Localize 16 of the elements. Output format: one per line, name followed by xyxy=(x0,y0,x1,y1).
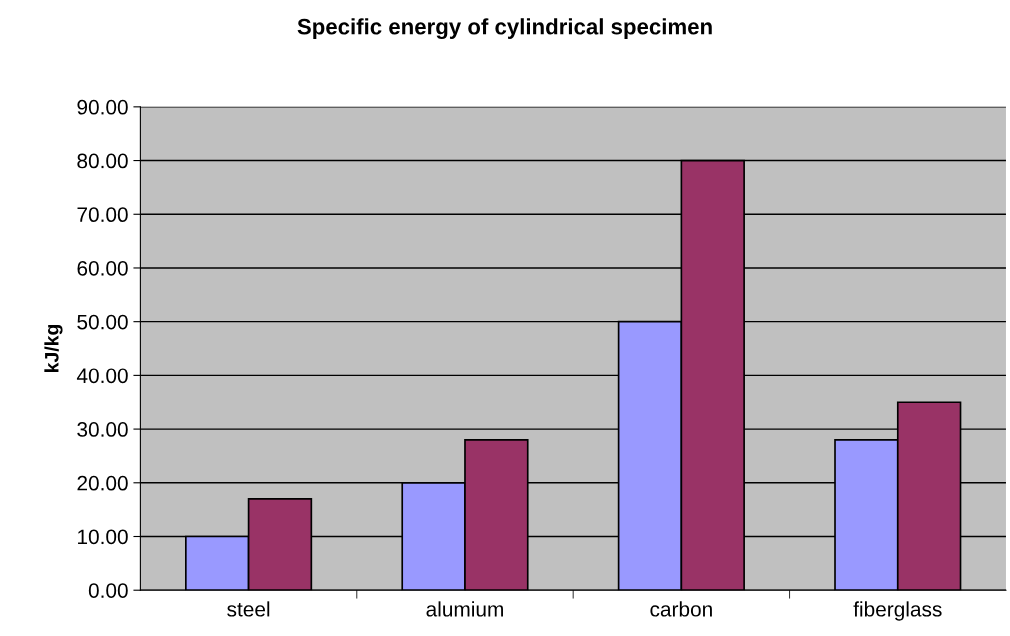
y-tick-label: 30.00 xyxy=(77,422,128,437)
y-tick-label: 0.00 xyxy=(88,583,128,598)
y-tick-label: 50.00 xyxy=(77,314,128,330)
y-tick-label: 10.00 xyxy=(78,529,128,545)
x-tick-label: steel xyxy=(227,601,270,617)
y-tick-label: 60.00 xyxy=(77,260,128,276)
x-tick-label: carbon xyxy=(650,601,712,617)
y-axis-title: kJ/kg xyxy=(44,324,63,373)
chart-title: Specific energy of cylindrical specimen xyxy=(297,18,712,40)
y-tick-label: 90.00 xyxy=(77,99,128,115)
x-tick-label: fiberglass xyxy=(853,601,942,621)
y-tick-label: 40.00 xyxy=(76,368,128,384)
y-tick-label: 20.00 xyxy=(77,475,128,491)
y-tick-label: 70.00 xyxy=(77,207,128,223)
y-tick-label: 80.00 xyxy=(77,153,128,169)
x-tick-label: alumium xyxy=(426,601,503,617)
